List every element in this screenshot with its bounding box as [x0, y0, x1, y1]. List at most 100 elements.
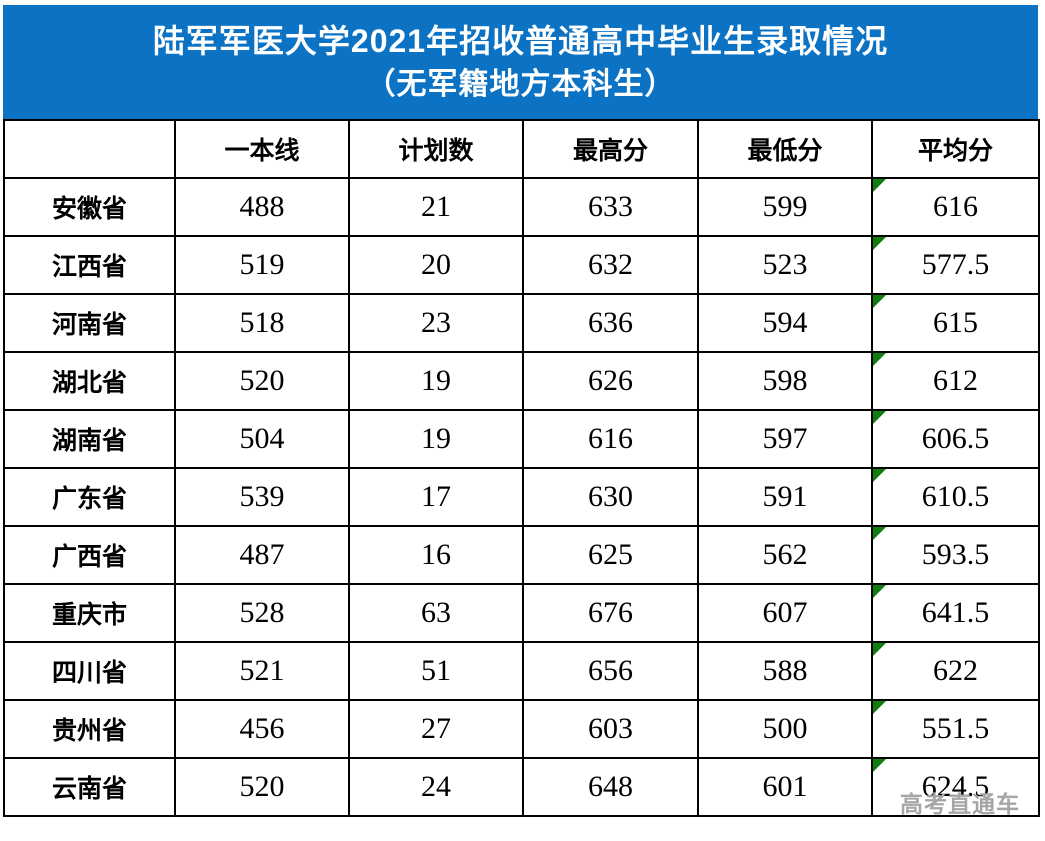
col-header-max-score: 最高分: [522, 119, 699, 179]
value-cell: 601: [697, 757, 873, 817]
col-header-tier1-line: 一本线: [174, 119, 350, 179]
avg-value: 616: [933, 190, 978, 223]
province-cell: 四川省: [3, 641, 176, 701]
value-cell: 518: [174, 293, 350, 353]
avg-value-cell: 641.5: [871, 583, 1040, 643]
table-row: 安徽省 488 21 633 599 616: [3, 177, 1040, 237]
table-row: 云南省 520 24 648 601 624.5: [3, 757, 1040, 817]
value-cell: 648: [522, 757, 699, 817]
flag-triangle-icon: [873, 585, 886, 598]
value-cell: 594: [697, 293, 873, 353]
province-cell: 云南省: [3, 757, 176, 817]
table-row: 贵州省 456 27 603 500 551.5: [3, 699, 1040, 759]
value-cell: 520: [174, 757, 350, 817]
avg-value-cell: 615: [871, 293, 1040, 353]
value-cell: 63: [348, 583, 524, 643]
avg-value-cell: 622: [871, 641, 1040, 701]
avg-value: 610.5: [921, 480, 990, 513]
table-body: 安徽省 488 21 633 599 616 江西省 519 20 632 52…: [3, 177, 1040, 817]
value-cell: 521: [174, 641, 350, 701]
avg-value-cell: 606.5: [871, 409, 1040, 469]
flag-triangle-icon: [873, 353, 886, 366]
value-cell: 626: [522, 351, 699, 411]
value-cell: 656: [522, 641, 699, 701]
value-cell: 504: [174, 409, 350, 469]
flag-triangle-icon: [873, 237, 886, 250]
value-cell: 21: [348, 177, 524, 237]
title-banner: 陆军军医大学2021年招收普通高中毕业生录取情况 （无军籍地方本科生）: [3, 5, 1038, 119]
value-cell: 456: [174, 699, 350, 759]
flag-triangle-icon: [873, 295, 886, 308]
avg-value: 615: [933, 306, 978, 339]
flag-triangle-icon: [873, 469, 886, 482]
table-row: 重庆市 528 63 676 607 641.5: [3, 583, 1040, 643]
table-row: 江西省 519 20 632 523 577.5: [3, 235, 1040, 295]
value-cell: 19: [348, 409, 524, 469]
table-row: 广东省 539 17 630 591 610.5: [3, 467, 1040, 527]
value-cell: 24: [348, 757, 524, 817]
value-cell: 488: [174, 177, 350, 237]
page-title-line2: （无军籍地方本科生）: [365, 68, 676, 102]
avg-value-cell: 612: [871, 351, 1040, 411]
value-cell: 23: [348, 293, 524, 353]
flag-triangle-icon: [873, 179, 886, 192]
col-header-avg-score: 平均分: [871, 119, 1040, 179]
avg-value: 593.5: [921, 538, 990, 571]
province-cell: 广东省: [3, 467, 176, 527]
value-cell: 528: [174, 583, 350, 643]
province-cell: 安徽省: [3, 177, 176, 237]
col-header-plan-count: 计划数: [348, 119, 524, 179]
value-cell: 27: [348, 699, 524, 759]
province-cell: 河南省: [3, 293, 176, 353]
avg-value: 612: [933, 364, 978, 397]
value-cell: 500: [697, 699, 873, 759]
admissions-table-container: 一本线 计划数 最高分 最低分 平均分 安徽省 488 21 633 599 6…: [3, 119, 1040, 817]
province-cell: 江西省: [3, 235, 176, 295]
avg-value-cell: 593.5: [871, 525, 1040, 585]
value-cell: 20: [348, 235, 524, 295]
avg-value: 577.5: [921, 248, 990, 281]
column-header-row: 一本线 计划数 最高分 最低分 平均分: [3, 119, 1040, 179]
value-cell: 630: [522, 467, 699, 527]
avg-value-cell: 624.5: [871, 757, 1040, 817]
province-cell: 湖北省: [3, 351, 176, 411]
value-cell: 616: [522, 409, 699, 469]
avg-value: 551.5: [921, 712, 990, 745]
value-cell: 539: [174, 467, 350, 527]
avg-value: 641.5: [921, 596, 990, 629]
value-cell: 520: [174, 351, 350, 411]
flag-triangle-icon: [873, 411, 886, 424]
province-cell: 重庆市: [3, 583, 176, 643]
value-cell: 16: [348, 525, 524, 585]
value-cell: 523: [697, 235, 873, 295]
value-cell: 597: [697, 409, 873, 469]
page-title-line1: 陆军军医大学2021年招收普通高中毕业生录取情况: [152, 22, 889, 59]
value-cell: 562: [697, 525, 873, 585]
table-row: 河南省 518 23 636 594 615: [3, 293, 1040, 353]
avg-value-cell: 616: [871, 177, 1040, 237]
value-cell: 636: [522, 293, 699, 353]
value-cell: 633: [522, 177, 699, 237]
flag-triangle-icon: [873, 759, 886, 772]
value-cell: 487: [174, 525, 350, 585]
flag-triangle-icon: [873, 701, 886, 714]
value-cell: 599: [697, 177, 873, 237]
table-row: 湖南省 504 19 616 597 606.5: [3, 409, 1040, 469]
col-header-blank: [3, 119, 176, 179]
value-cell: 632: [522, 235, 699, 295]
value-cell: 588: [697, 641, 873, 701]
value-cell: 598: [697, 351, 873, 411]
flag-triangle-icon: [873, 527, 886, 540]
flag-triangle-icon: [873, 643, 886, 656]
avg-value-cell: 577.5: [871, 235, 1040, 295]
avg-value: 606.5: [921, 422, 990, 455]
province-cell: 贵州省: [3, 699, 176, 759]
table-row: 广西省 487 16 625 562 593.5: [3, 525, 1040, 585]
value-cell: 625: [522, 525, 699, 585]
value-cell: 603: [522, 699, 699, 759]
value-cell: 591: [697, 467, 873, 527]
col-header-min-score: 最低分: [697, 119, 873, 179]
province-cell: 广西省: [3, 525, 176, 585]
value-cell: 19: [348, 351, 524, 411]
admissions-table: 一本线 计划数 最高分 最低分 平均分 安徽省 488 21 633 599 6…: [3, 119, 1040, 817]
